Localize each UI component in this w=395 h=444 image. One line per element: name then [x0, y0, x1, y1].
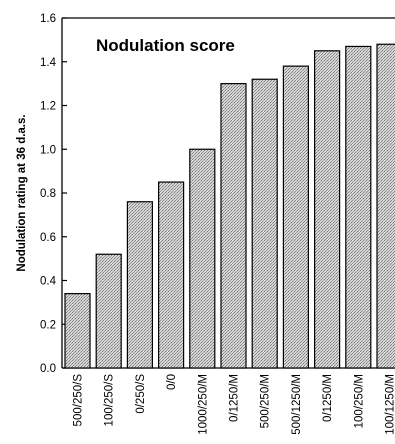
y-tick-label: 1.6 [40, 13, 56, 25]
bar [376, 43, 395, 369]
y-tick-label: 0.6 [40, 232, 56, 244]
x-tick-label: 100/250/M [353, 374, 365, 428]
x-tick-label: 1000/250/M [197, 374, 209, 435]
x-tick-labels: 500/250/S 100/250/S 0/250/S 0/0 1000/250/M 0/… [73, 374, 395, 435]
y-tick-label: 0.2 [40, 319, 56, 331]
x-tick-label: 100/250/S [104, 374, 116, 427]
bars [64, 43, 395, 369]
x-tick-label: 0/1250/M [322, 374, 334, 422]
bar [220, 83, 247, 369]
y-tick-label: 0.8 [40, 188, 56, 200]
y-ticks: 0.0 0.2 0.4 0.6 0.8 1.0 1.2 1.4 1.6 [40, 13, 67, 375]
y-tick-label: 0.0 [40, 363, 56, 375]
bar [95, 253, 122, 369]
x-tick-label: 0/250/S [135, 374, 147, 414]
bar [345, 45, 372, 369]
y-axis-title: Nodulation rating at 36 d.a.s. [16, 114, 28, 271]
y-tick-label: 1.4 [40, 57, 57, 69]
bar [126, 201, 154, 369]
y-tick-label: 1.0 [40, 144, 56, 156]
bar [251, 78, 278, 369]
x-tick-label: 0/0 [166, 374, 178, 390]
bar [158, 181, 185, 369]
bar [314, 50, 341, 369]
x-tick-label: 0/1250/M [229, 374, 241, 422]
x-tick-label: 500/1250/M [291, 374, 303, 435]
bar [189, 148, 216, 369]
y-tick-label: 1.2 [40, 101, 56, 113]
x-tick-label: 500/250/S [73, 374, 85, 427]
x-tick-label: 100/1250/M [385, 374, 395, 435]
y-tick-label: 0.4 [40, 276, 57, 288]
bar [64, 293, 91, 369]
chart-title: Nodulation score [96, 36, 235, 55]
x-tick-label: 500/250/M [260, 374, 272, 428]
bar [282, 65, 309, 369]
